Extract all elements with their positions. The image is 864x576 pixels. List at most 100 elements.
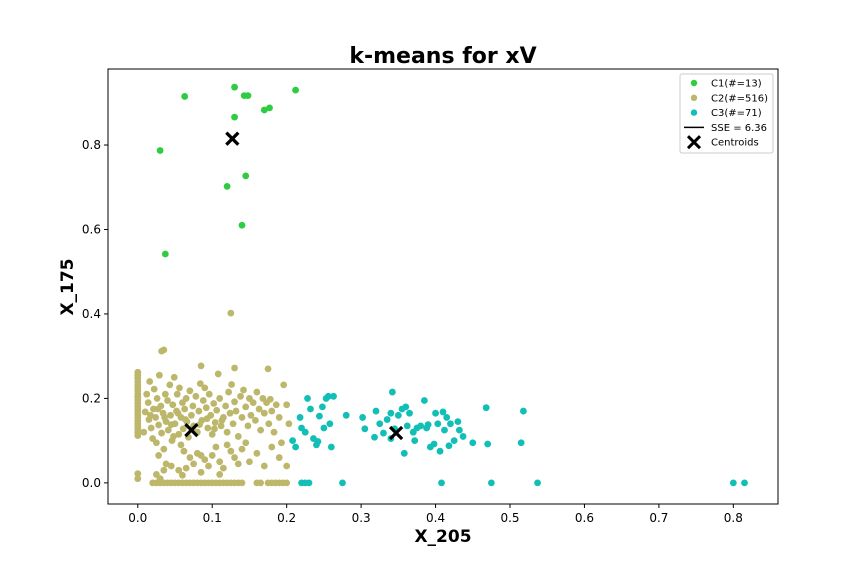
data-point [134, 475, 142, 483]
data-point [199, 397, 207, 404]
data-point [264, 365, 272, 373]
x-tick-label: 0.2 [277, 511, 296, 525]
data-point [234, 460, 242, 468]
data-point [445, 442, 453, 450]
data-point [161, 390, 169, 398]
legend-label: C3(#=71) [711, 108, 762, 119]
data-point [238, 479, 246, 487]
data-point [177, 441, 185, 449]
data-point [257, 479, 265, 487]
data-point [455, 426, 463, 434]
data-point [223, 441, 231, 449]
data-point [197, 362, 205, 370]
y-tick-label: 0.0 [82, 476, 101, 490]
data-point [182, 464, 190, 472]
data-point [430, 440, 438, 448]
data-point [275, 414, 283, 421]
data-point [260, 106, 268, 114]
data-point [212, 443, 220, 451]
data-point [342, 411, 350, 419]
data-point [266, 104, 273, 112]
data-point [255, 405, 263, 413]
data-point [208, 452, 216, 459]
data-point [275, 454, 283, 461]
data-point [189, 402, 197, 410]
data-point [216, 471, 224, 478]
data-point [150, 385, 158, 393]
data-point [167, 462, 175, 470]
data-point [190, 460, 198, 468]
data-point [218, 416, 226, 424]
data-point [447, 420, 454, 428]
data-point [158, 347, 166, 355]
data-point [361, 425, 369, 433]
data-point [387, 409, 395, 417]
data-point [152, 439, 160, 447]
data-point [244, 422, 252, 430]
data-point [208, 430, 216, 438]
data-point [280, 381, 288, 389]
legend-centroid-stroke [686, 135, 702, 150]
data-point [231, 83, 238, 91]
data-point [228, 381, 235, 388]
x-tick-label: 0.7 [649, 511, 668, 525]
data-point [170, 373, 178, 381]
data-point [283, 462, 291, 470]
data-point [249, 399, 257, 407]
data-point [161, 414, 168, 421]
data-point [242, 439, 250, 447]
data-point [376, 420, 384, 428]
data-point [441, 426, 448, 434]
data-point [164, 426, 172, 434]
data-point [268, 443, 276, 451]
data-point [324, 392, 332, 400]
data-point [326, 420, 334, 428]
centroid-marker [225, 131, 240, 146]
data-point [443, 414, 451, 421]
data-point [231, 454, 238, 461]
data-point [403, 422, 411, 430]
data-point [292, 443, 299, 451]
data-point [152, 414, 160, 421]
data-point [304, 395, 311, 402]
data-point [146, 378, 154, 385]
data-point [213, 406, 221, 414]
legend-marker [690, 109, 698, 116]
series-1 [156, 83, 299, 258]
data-point [359, 414, 366, 421]
data-point [225, 388, 233, 396]
y-axis-label: X_175 [58, 258, 78, 315]
data-point [232, 407, 240, 415]
data-point [388, 388, 396, 396]
data-point [380, 429, 387, 437]
data-point [201, 384, 209, 392]
data-point [231, 113, 238, 121]
data-point [155, 421, 163, 429]
data-point [319, 403, 326, 411]
data-point [741, 479, 748, 487]
data-point [307, 405, 314, 413]
data-point [296, 414, 304, 421]
data-point [234, 433, 242, 440]
data-point [238, 414, 246, 421]
legend: C1(#=13) C2(#=516) C3(#=71) SSE = 6.36 Centr… [679, 73, 774, 154]
data-point [238, 221, 246, 229]
data-point [227, 309, 235, 317]
data-point [176, 384, 183, 392]
data-point [217, 422, 225, 430]
data-point [314, 438, 322, 445]
data-point [160, 445, 168, 453]
data-point [134, 470, 142, 477]
data-point [420, 397, 428, 404]
data-point [204, 424, 212, 432]
x-tick-label: 0.3 [352, 511, 371, 525]
data-point [147, 424, 155, 432]
data-point [143, 390, 151, 398]
data-point [330, 392, 337, 400]
data-point [140, 428, 148, 436]
y-tick-label: 0.8 [82, 138, 101, 152]
data-point [252, 416, 259, 424]
legend-box [679, 73, 774, 154]
legend-label: C2(#=516) [711, 93, 768, 104]
data-point [223, 183, 231, 190]
